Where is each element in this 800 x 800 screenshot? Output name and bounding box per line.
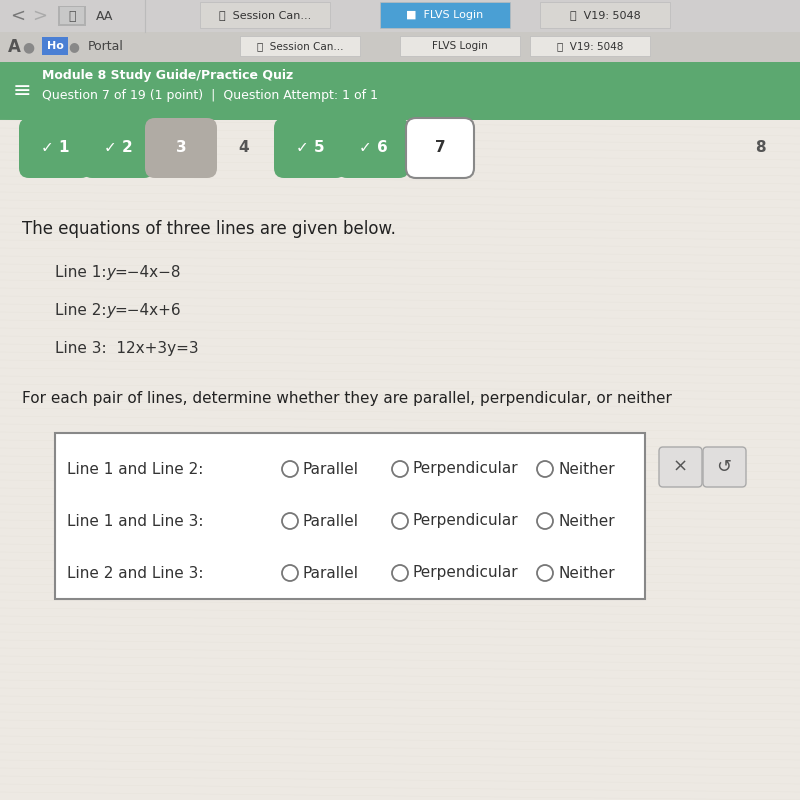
Bar <box>0 32 800 62</box>
Text: Line 1 and Line 2:: Line 1 and Line 2: <box>67 462 203 477</box>
Text: ✓ 1: ✓ 1 <box>41 141 70 155</box>
Text: Neither: Neither <box>558 566 614 581</box>
Text: Parallel: Parallel <box>303 514 359 529</box>
Text: ×: × <box>673 458 687 476</box>
Text: ✓ 6: ✓ 6 <box>358 141 387 155</box>
Text: FLVS Login: FLVS Login <box>432 41 488 51</box>
Text: ●: ● <box>69 41 79 54</box>
Text: ✓ 5: ✓ 5 <box>296 141 324 155</box>
Bar <box>0 62 800 120</box>
Bar <box>530 36 650 56</box>
Bar <box>58 6 86 26</box>
Text: 4: 4 <box>238 141 250 155</box>
Text: Line 2 and Line 3:: Line 2 and Line 3: <box>67 566 203 581</box>
Bar <box>400 36 520 56</box>
Circle shape <box>537 461 553 477</box>
Circle shape <box>392 461 408 477</box>
Circle shape <box>537 513 553 529</box>
Text: 7: 7 <box>434 141 446 155</box>
Bar <box>0 0 800 32</box>
Text: Portal: Portal <box>88 41 124 54</box>
Text: Question 7 of 19 (1 point)  |  Question Attempt: 1 of 1: Question 7 of 19 (1 point) | Question At… <box>42 90 378 102</box>
Bar <box>0 120 800 800</box>
Text: Line 1 and Line 3:: Line 1 and Line 3: <box>67 514 203 529</box>
Text: 3: 3 <box>176 141 186 155</box>
FancyBboxPatch shape <box>406 118 474 178</box>
Text: A: A <box>8 38 21 56</box>
Text: ●: ● <box>22 40 34 54</box>
Text: >: > <box>33 7 47 25</box>
Text: ■  FLVS Login: ■ FLVS Login <box>406 10 484 20</box>
Text: Module 8 Study Guide/Practice Quiz: Module 8 Study Guide/Practice Quiz <box>42 70 294 82</box>
Text: Line 3:  12x+3y=3: Line 3: 12x+3y=3 <box>55 341 198 356</box>
Bar <box>540 2 670 28</box>
Text: ⧉: ⧉ <box>68 10 76 22</box>
Text: ↺: ↺ <box>717 458 731 476</box>
Circle shape <box>282 513 298 529</box>
Circle shape <box>537 565 553 581</box>
Circle shape <box>282 565 298 581</box>
Bar <box>60 7 84 24</box>
Text: AA: AA <box>96 10 114 22</box>
Text: Neither: Neither <box>558 514 614 529</box>
Text: Line 1:: Line 1: <box>55 265 111 280</box>
FancyBboxPatch shape <box>145 118 217 178</box>
Bar <box>380 2 510 28</box>
FancyBboxPatch shape <box>19 118 91 178</box>
Bar <box>42 37 68 55</box>
Text: Neither: Neither <box>558 462 614 477</box>
Text: ✓ 2: ✓ 2 <box>104 141 132 155</box>
Circle shape <box>282 461 298 477</box>
Text: Perpendicular: Perpendicular <box>413 566 518 581</box>
Circle shape <box>392 565 408 581</box>
FancyBboxPatch shape <box>274 118 346 178</box>
Text: ⧉  Session Can...: ⧉ Session Can... <box>219 10 311 20</box>
Bar <box>240 36 360 56</box>
Text: For each pair of lines, determine whether they are parallel, perpendicular, or n: For each pair of lines, determine whethe… <box>22 391 672 406</box>
Bar <box>200 2 330 28</box>
FancyBboxPatch shape <box>82 118 154 178</box>
Text: Line 2:: Line 2: <box>55 303 111 318</box>
Text: y: y <box>106 265 115 280</box>
FancyBboxPatch shape <box>703 447 746 487</box>
Text: =−4x+6: =−4x+6 <box>114 303 181 318</box>
Text: ≡: ≡ <box>13 81 31 101</box>
Text: Perpendicular: Perpendicular <box>413 462 518 477</box>
Text: 8: 8 <box>754 141 766 155</box>
Circle shape <box>392 513 408 529</box>
Text: ⧉  V19: 5048: ⧉ V19: 5048 <box>557 41 623 51</box>
Text: Perpendicular: Perpendicular <box>413 514 518 529</box>
FancyBboxPatch shape <box>659 447 702 487</box>
Text: =−4x−8: =−4x−8 <box>114 265 181 280</box>
Text: The equations of three lines are given below.: The equations of three lines are given b… <box>22 220 396 238</box>
Text: y: y <box>106 303 115 318</box>
Text: Ho: Ho <box>46 41 63 51</box>
Text: Parallel: Parallel <box>303 462 359 477</box>
Text: ⧉  Session Can...: ⧉ Session Can... <box>257 41 343 51</box>
Text: Parallel: Parallel <box>303 566 359 581</box>
Text: <: < <box>10 7 26 25</box>
FancyBboxPatch shape <box>337 118 409 178</box>
Text: ⧉  V19: 5048: ⧉ V19: 5048 <box>570 10 640 20</box>
Bar <box>55 433 645 599</box>
